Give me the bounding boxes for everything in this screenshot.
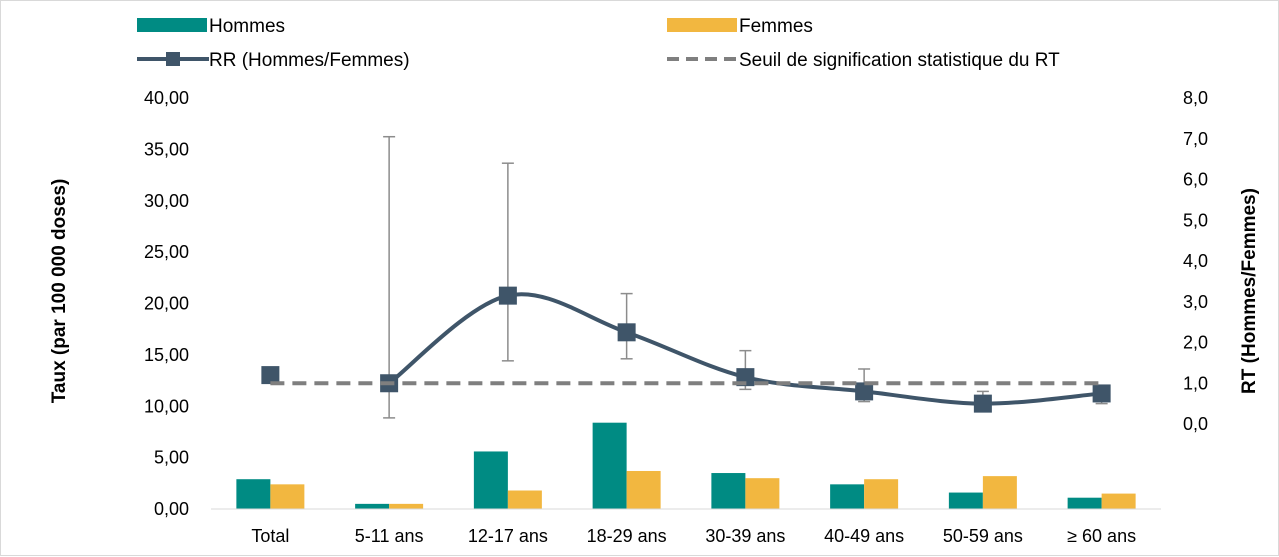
x-tick-label: ≥ 60 ans — [1067, 526, 1136, 546]
y2-axis-title: RT (Hommes/Femmes) — [1239, 188, 1260, 394]
x-tick-label: 5-11 ans — [355, 526, 424, 546]
bar-femmes — [1101, 493, 1136, 509]
y2-tick-label: 6,0 — [1183, 170, 1208, 190]
bar-femmes — [270, 484, 305, 509]
bar-hommes — [948, 492, 983, 509]
y-tick-label: 30,00 — [144, 191, 189, 211]
x-tick-label: 12-17 ans — [468, 526, 548, 546]
y-tick-label: 10,00 — [144, 396, 189, 416]
y-tick-label: 20,00 — [144, 294, 189, 314]
y2-axis-ticks: 0,0 1,0 2,0 3,0 4,0 5,0 6,0 7,0 8,0 — [1183, 88, 1208, 434]
y-axis-ticks: 0,00 5,00 10,00 15,00 20,00 25,00 30,00 35,00 40… — [144, 88, 189, 519]
bar-hommes — [711, 473, 746, 509]
y2-tick-label: 7,0 — [1183, 129, 1208, 149]
y2-tick-label: 0,0 — [1183, 414, 1208, 434]
rr-marker — [1092, 384, 1111, 403]
bars — [236, 422, 1136, 509]
bar-hommes — [1067, 497, 1102, 509]
x-axis-ticks: Total 5-11 ans 12-17 ans 18-29 ans 30-39 ans… — [251, 526, 1136, 546]
bar-femmes — [626, 470, 661, 509]
legend-swatch — [667, 18, 737, 32]
y-tick-label: 15,00 — [144, 345, 189, 365]
y2-tick-label: 4,0 — [1183, 251, 1208, 271]
bar-hommes — [473, 451, 508, 509]
y2-tick-label: 2,0 — [1183, 333, 1208, 353]
y2-tick-label: 3,0 — [1183, 292, 1208, 312]
legend-label: Hommes — [209, 16, 285, 37]
x-tick-label: 30-39 ans — [705, 526, 785, 546]
x-tick-label: 40-49 ans — [824, 526, 904, 546]
legend-label: Femmes — [739, 16, 813, 37]
y-tick-label: 0,00 — [154, 499, 189, 519]
bar-hommes — [236, 479, 271, 509]
bar-hommes — [355, 503, 390, 509]
rr-marker — [855, 382, 874, 401]
legend-label: RR (Hommes/Femmes) — [209, 50, 410, 71]
x-tick-label: 18-29 ans — [587, 526, 667, 546]
bar-femmes — [864, 479, 899, 509]
legend-marker — [166, 52, 180, 66]
bar-femmes — [507, 490, 542, 509]
y2-tick-label: 5,0 — [1183, 210, 1208, 230]
rr-marker — [973, 394, 992, 413]
legend-swatch — [137, 18, 207, 32]
bar-femmes — [389, 503, 424, 509]
rr-marker — [498, 286, 517, 305]
legend-label: Seuil de signification statistique du RT — [739, 50, 1060, 71]
bar-hommes — [592, 422, 627, 509]
legend: Hommes Femmes RR (Hommes/Femmes) Seuil de s… — [137, 16, 1060, 71]
line-series — [261, 135, 1111, 419]
y-tick-label: 35,00 — [144, 139, 189, 159]
x-tick-label: Total — [251, 526, 289, 546]
y-tick-label: 5,00 — [154, 448, 189, 468]
bar-femmes — [982, 476, 1017, 509]
x-tick-label: 50-59 ans — [943, 526, 1023, 546]
bar-hommes — [830, 484, 865, 509]
y2-tick-label: 8,0 — [1183, 88, 1208, 108]
bar-femmes — [745, 478, 780, 509]
rr-marker — [617, 323, 636, 342]
y2-tick-label: 1,0 — [1183, 373, 1208, 393]
y-tick-label: 40,00 — [144, 88, 189, 108]
y-tick-label: 25,00 — [144, 242, 189, 262]
rr-marker — [261, 366, 280, 385]
y-axis-title: Taux (par 100 000 doses) — [49, 179, 70, 404]
